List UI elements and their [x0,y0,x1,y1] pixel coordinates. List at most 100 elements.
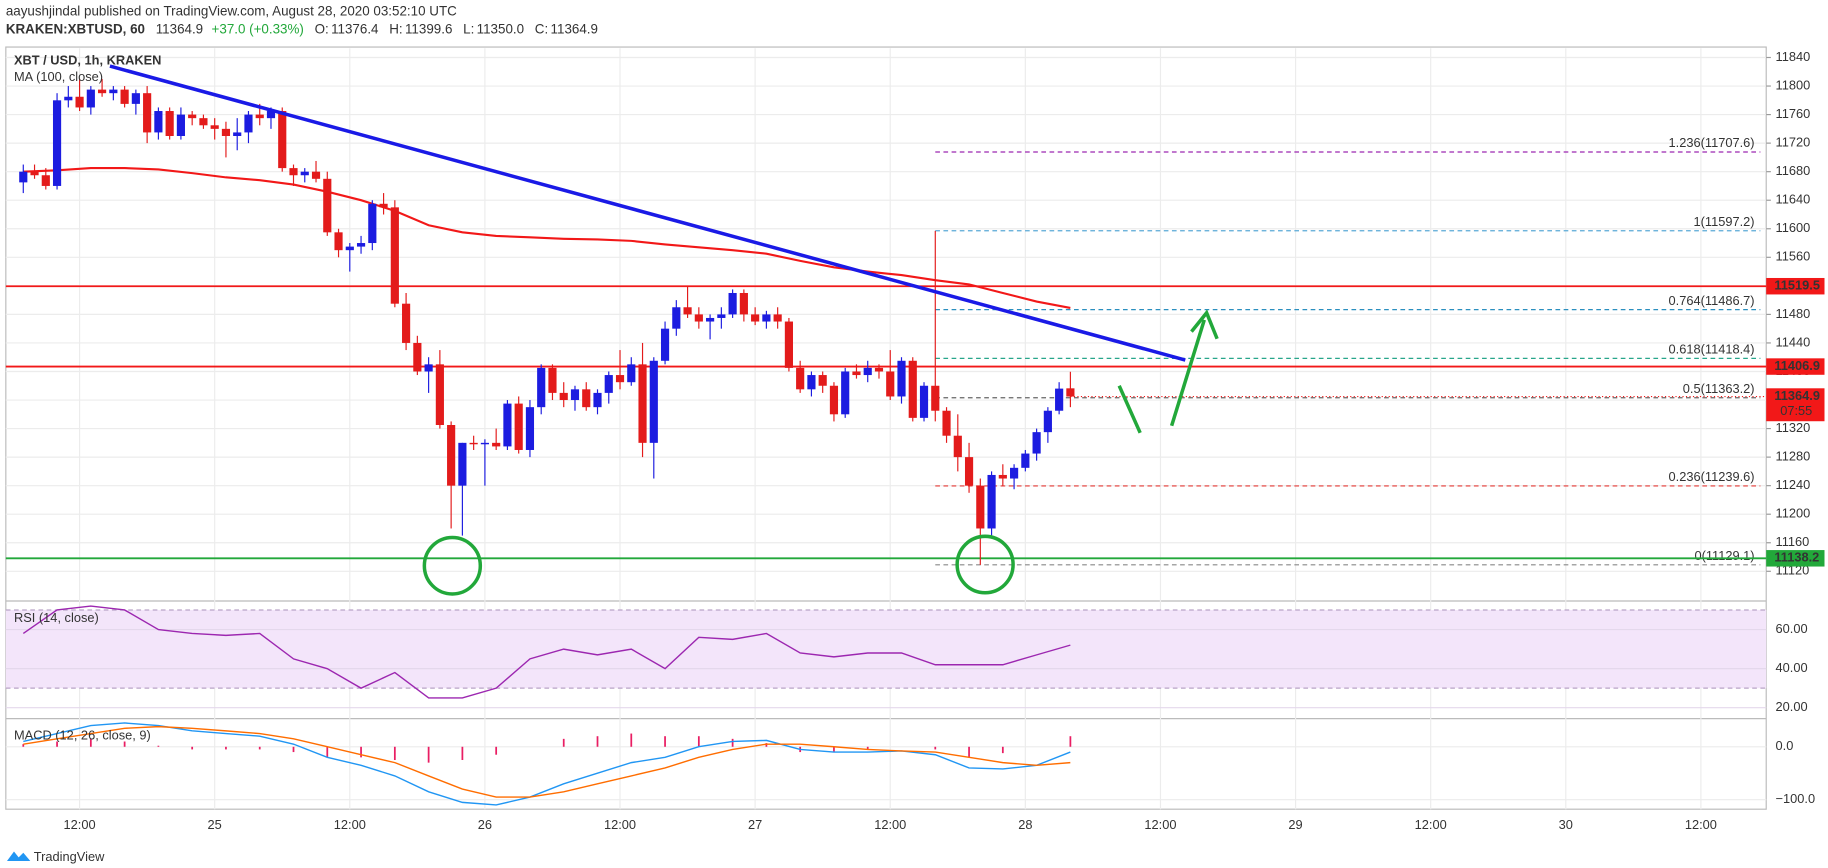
logo: TradingView [6,849,105,864]
candle-body [278,111,287,169]
fib-label: 0.5(11363.2) [1683,381,1755,396]
candle-body [998,474,1007,479]
candle-body [109,89,118,94]
publisher: aayushjindal published on TradingView.co… [6,3,457,18]
candle-body [402,303,411,343]
candle-body [514,403,523,450]
ma-legend: MA (100, close) [14,69,103,84]
candle-body [176,114,185,136]
ohlc-label: H: [389,21,402,36]
candle-body [908,360,917,418]
candle-body [345,246,354,251]
y-tick-label: 11800 [1776,77,1811,92]
candle-body [548,367,557,393]
candle-body [649,360,658,443]
candle-body [672,307,681,329]
candle-body [886,371,895,397]
path-stroke [1117,385,1142,434]
fib-label: 0.764(11486.7) [1669,293,1755,308]
candle-body [627,364,636,383]
candle-body [368,203,377,244]
x-tick-label: 28 [1018,817,1032,832]
candle-body [784,321,793,368]
x-tick-label: 25 [208,817,222,832]
macd-tick-label: 0.0 [1776,738,1794,753]
macd-legend: MACD (12, 26, close, 9) [14,728,151,743]
candle-body [19,171,28,183]
x-tick-label: 26 [478,817,492,832]
candle-body [829,385,839,415]
candle-body [458,442,467,486]
candle-body [987,474,996,529]
candle-body [976,485,985,529]
fib-label: 0.618(11418.4) [1669,341,1755,356]
y-tick-label: 11480 [1776,306,1811,321]
candle-body [582,389,591,408]
candle-body [796,367,805,390]
y-tick-label: 11600 [1776,220,1811,235]
candle-body [30,171,39,176]
fib-label: 1.236(11707.6) [1669,135,1755,150]
symbol: KRAKEN:XBTUSD, 60 [6,21,145,36]
x-tick-label: 30 [1559,817,1573,832]
y-tick-label: 11200 [1776,506,1811,521]
candle-body [615,375,625,383]
y-tick-label: 11280 [1776,448,1811,463]
level-tag [1766,550,1825,567]
ohlc-value: 11399.6 [405,21,452,36]
candle-body [244,114,253,133]
fib-label: 1(11597.2) [1693,214,1754,229]
candle-body [1032,432,1041,454]
candle-body [863,367,872,376]
candle-body [503,403,512,447]
rsi-line [22,605,1071,699]
trendline [109,64,1186,362]
candle-body [874,367,884,372]
candle-body [1066,388,1075,397]
candle-body [683,307,692,315]
candle-body [64,96,73,101]
candle-body [424,364,433,372]
x-tick-label: 12:00 [874,817,906,832]
x-tick-label: 12:00 [1415,817,1447,832]
candle-body [762,314,771,322]
ma-line [23,167,1071,309]
price-tag-label: 11364.9 [1774,388,1820,403]
candle-body [469,442,478,445]
candle-body [188,114,197,119]
y-tick-label: 11560 [1776,249,1811,264]
ohlc-value: 11350.0 [477,21,524,36]
annotations [422,309,1219,596]
level-tag [1766,358,1825,375]
candle-body [435,364,444,426]
logo-icon [6,851,31,861]
candle-body [289,168,298,176]
candle-body [773,314,782,322]
candle-body [593,392,602,408]
candle-body [41,175,50,186]
x-tick-label: 12:00 [604,817,636,832]
signal-line [23,725,1071,798]
candle-body [356,243,366,247]
candle-body [953,435,962,458]
level-tag [1766,277,1825,295]
candle-body [75,96,84,108]
candle-body [143,93,152,133]
candle-body [131,93,140,104]
arrow-head [1190,309,1219,340]
y-tick-label: 11320 [1776,420,1811,435]
candle-body [942,410,951,436]
rsi-band [5,610,1767,689]
x-tick-label: 12:00 [1144,817,1176,832]
y-tick-label: 11160 [1776,534,1810,549]
candle-body [120,89,129,104]
candle-body [1043,410,1052,433]
rsi-tick-label: 60.00 [1776,621,1808,636]
low-circle [422,535,483,596]
candle-body [570,389,580,401]
candle-body [154,111,163,133]
x-tick-label: 27 [748,817,762,832]
ohlc-label: O: [315,21,329,36]
